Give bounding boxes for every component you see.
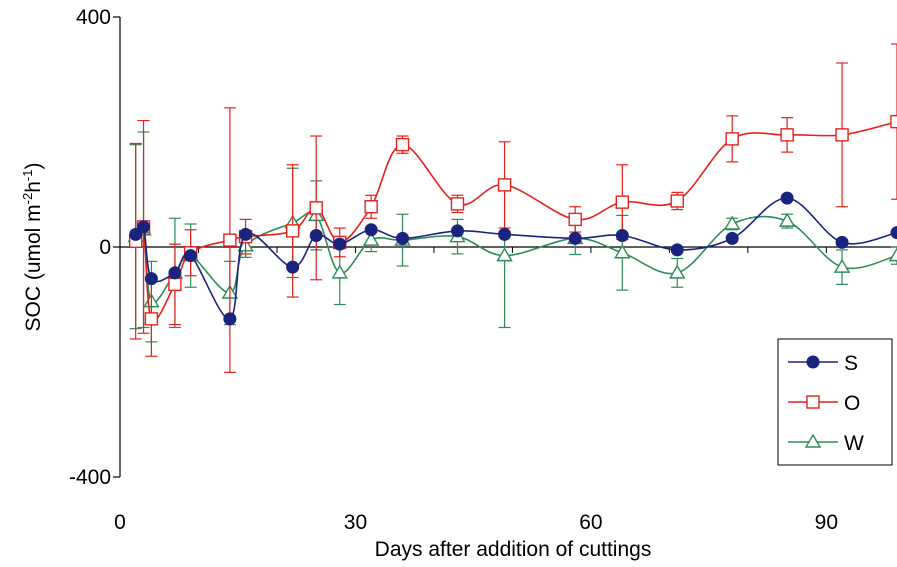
- series-S: [129, 191, 897, 326]
- data-point-S: [396, 231, 410, 245]
- data-point-O: [364, 200, 378, 214]
- legend-label-O: O: [844, 392, 860, 415]
- data-point-S: [239, 227, 253, 241]
- data-point-S: [168, 266, 182, 280]
- legend-marker-S: [806, 355, 820, 369]
- data-point-O: [568, 212, 582, 227]
- data-point-O: [285, 224, 300, 238]
- data-point-S: [725, 231, 739, 245]
- data-point-W: [669, 264, 686, 279]
- data-point-S: [615, 229, 629, 242]
- data-point-O: [497, 178, 512, 192]
- data-point-S: [286, 260, 300, 274]
- data-point-O: [615, 195, 630, 209]
- data-point-O: [450, 197, 465, 211]
- data-point-W: [362, 231, 380, 246]
- data-point-O: [309, 201, 323, 215]
- data-point-O: [168, 277, 182, 292]
- legend-marker-W: [804, 433, 822, 448]
- legend: SOW: [777, 338, 893, 466]
- data-point-S: [498, 227, 512, 241]
- data-point-O: [670, 194, 684, 208]
- data-point-W: [331, 264, 348, 279]
- series-line-S: [135, 197, 897, 320]
- data-point-S: [568, 231, 582, 245]
- y-tick-label: 0: [99, 236, 111, 259]
- data-point-S: [890, 226, 897, 240]
- y-tick-label: 400: [76, 6, 111, 29]
- x-tick-label: 90: [815, 511, 838, 534]
- x-axis-ticks: 0 30 60 90: [114, 247, 838, 534]
- data-point-S: [835, 235, 849, 249]
- x-tick-label: 60: [579, 511, 602, 534]
- legend-label-W: W: [844, 432, 864, 455]
- data-point-S: [364, 223, 378, 237]
- data-point-W: [888, 247, 897, 262]
- series-layer: [127, 43, 897, 373]
- data-point-O: [395, 137, 410, 152]
- data-point-O: [144, 312, 159, 326]
- data-point-O: [835, 128, 849, 142]
- data-point-S: [670, 243, 684, 257]
- data-point-S: [129, 227, 143, 241]
- y-axis-title-sup1: -2: [20, 193, 35, 205]
- legend-label-S: S: [844, 352, 858, 375]
- data-point-O: [223, 233, 237, 247]
- legend-items: SOW: [788, 352, 864, 455]
- y-axis-title-prefix: SOC (umol m: [22, 204, 45, 331]
- data-point-O: [780, 128, 794, 142]
- legend-item-O: O: [788, 392, 860, 415]
- data-point-W: [723, 215, 741, 230]
- x-axis-title: Days after addition of cuttings: [375, 538, 652, 561]
- data-point-S: [450, 224, 464, 238]
- y-tick-label: -400: [69, 466, 111, 489]
- data-point-W: [833, 258, 851, 273]
- legend-marker-O: [806, 395, 820, 409]
- series-O: [128, 43, 897, 373]
- y-axis-title-suffix: ): [22, 163, 45, 170]
- data-point-S: [137, 220, 151, 234]
- data-point-O: [725, 132, 739, 146]
- data-point-W: [614, 244, 631, 259]
- legend-item-S: S: [788, 352, 858, 375]
- data-point-S: [780, 191, 794, 205]
- y-axis-ticks: -400 0 400: [69, 6, 120, 489]
- data-point-S: [223, 312, 237, 326]
- legend-item-W: W: [788, 432, 864, 455]
- y-axis-title-mid: h: [22, 181, 45, 193]
- y-axis-title-sup2: -1: [20, 170, 35, 182]
- x-tick-label: 30: [344, 511, 367, 534]
- data-point-S: [309, 229, 323, 242]
- data-point-W: [778, 212, 796, 227]
- data-point-W: [496, 247, 513, 262]
- y-axis-title: SOC (umol m-2h-1): [20, 163, 45, 332]
- data-point-S: [333, 237, 347, 251]
- data-point-S: [144, 272, 158, 286]
- x-tick-label: 0: [114, 511, 126, 534]
- data-point-O: [890, 114, 897, 129]
- data-point-S: [184, 249, 198, 263]
